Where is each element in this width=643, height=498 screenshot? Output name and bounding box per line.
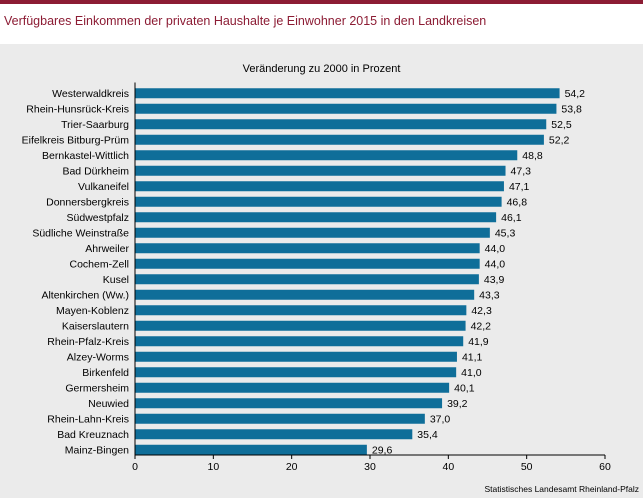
- x-tick-label: 30: [364, 461, 376, 473]
- bar: [135, 227, 490, 238]
- value-label: 54,2: [565, 88, 586, 100]
- bar: [135, 398, 443, 409]
- value-label: 43,9: [484, 274, 505, 286]
- category-label: Mayen-Koblenz: [56, 305, 129, 317]
- category-label: Birkenfeld: [82, 367, 129, 379]
- bar: [135, 119, 547, 130]
- value-label: 41,0: [461, 367, 482, 379]
- category-label: Rhein-Hunsrück-Kreis: [26, 103, 129, 115]
- category-label: Südliche Weinstraße: [32, 227, 129, 239]
- bar: [135, 150, 518, 161]
- category-label: Cochem-Zell: [69, 258, 129, 270]
- value-label: 52,2: [549, 134, 570, 146]
- bar: [135, 351, 457, 362]
- category-label: Germersheim: [65, 382, 129, 394]
- bar: [135, 382, 450, 393]
- bar: [135, 165, 506, 176]
- value-label: 41,1: [462, 351, 483, 363]
- bar: [135, 103, 557, 114]
- x-tick-label: 20: [286, 461, 298, 473]
- category-label: Kaiserslautern: [62, 320, 129, 332]
- value-label: 46,1: [501, 212, 522, 224]
- value-label: 44,0: [485, 258, 506, 270]
- category-label: Mainz-Bingen: [65, 444, 129, 456]
- category-label: Kusel: [103, 274, 129, 286]
- category-label: Rhein-Pfalz-Kreis: [47, 336, 129, 348]
- value-label: 45,3: [495, 227, 516, 239]
- bar: [135, 429, 413, 440]
- x-tick-label: 50: [521, 461, 533, 473]
- category-label: Neuwied: [88, 398, 129, 410]
- category-label: Ahrweiler: [85, 243, 129, 255]
- bar: [135, 305, 467, 316]
- source-note: Statistisches Landesamt Rheinland-Pfalz: [484, 484, 640, 494]
- category-label: Bad Kreuznach: [57, 429, 129, 441]
- bar: [135, 258, 480, 269]
- x-tick-label: 10: [207, 461, 219, 473]
- top-accent-bar: [0, 0, 643, 4]
- category-label: Alzey-Worms: [67, 351, 129, 363]
- bar: [135, 196, 502, 207]
- category-label: Bernkastel-Wittlich: [42, 150, 129, 162]
- value-label: 47,3: [511, 165, 532, 177]
- category-label: Westerwaldkreis: [52, 88, 129, 100]
- category-label: Donnersbergkreis: [46, 196, 129, 208]
- category-label: Südwestpfalz: [67, 212, 129, 224]
- value-label: 35,4: [417, 429, 438, 441]
- value-label: 53,8: [561, 103, 582, 115]
- bar: [135, 444, 367, 455]
- bar: [135, 212, 497, 223]
- bar: [135, 243, 480, 254]
- bar: [135, 289, 475, 300]
- category-label: Vulkaneifel: [78, 181, 129, 193]
- value-label: 47,1: [509, 181, 530, 193]
- page-title: Verfügbares Einkommen der privaten Haush…: [4, 14, 487, 28]
- value-label: 44,0: [485, 243, 506, 255]
- value-label: 39,2: [447, 398, 468, 410]
- category-label: Bad Dürkheim: [62, 165, 129, 177]
- value-label: 41,9: [468, 336, 489, 348]
- x-tick-label: 40: [442, 461, 454, 473]
- value-label: 29,6: [372, 444, 393, 456]
- x-tick-label: 60: [599, 461, 611, 473]
- value-label: 42,2: [471, 320, 492, 332]
- category-label: Altenkirchen (Ww.): [41, 289, 129, 301]
- bar: [135, 88, 560, 99]
- bar: [135, 320, 466, 331]
- category-label: Eifelkreis Bitburg-Prüm: [22, 134, 130, 146]
- category-label: Trier-Saarburg: [61, 119, 129, 131]
- bar: [135, 336, 464, 347]
- bar: [135, 367, 457, 378]
- value-label: 37,0: [430, 413, 451, 425]
- bar: [135, 181, 504, 192]
- value-label: 43,3: [479, 289, 500, 301]
- value-label: 52,5: [551, 119, 572, 131]
- category-label: Rhein-Lahn-Kreis: [47, 413, 129, 425]
- value-label: 48,8: [522, 150, 543, 162]
- value-label: 40,1: [454, 382, 475, 394]
- value-label: 42,3: [471, 305, 492, 317]
- chart-title: Veränderung zu 2000 in Prozent: [242, 63, 401, 75]
- bar: [135, 413, 425, 424]
- bar: [135, 274, 479, 285]
- x-tick-label: 0: [132, 461, 138, 473]
- value-label: 46,8: [507, 196, 528, 208]
- bar: [135, 134, 544, 145]
